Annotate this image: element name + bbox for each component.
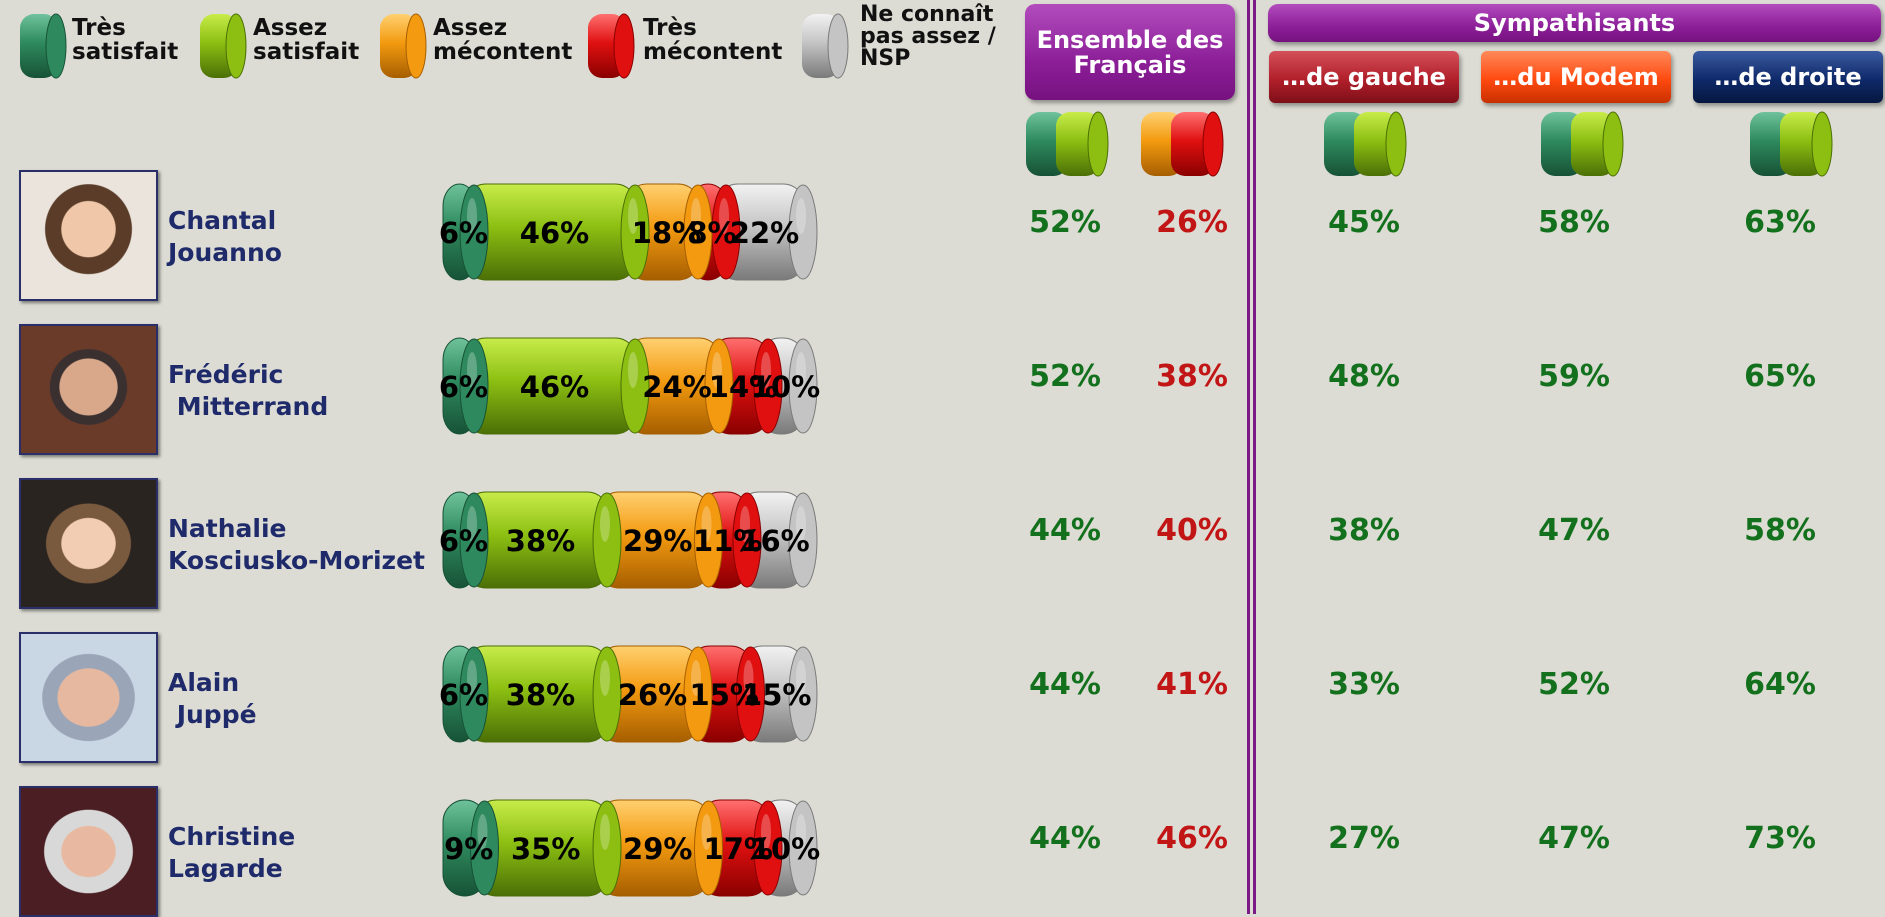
photo-1 xyxy=(19,324,158,455)
divider-left xyxy=(1247,0,1250,914)
person-name: Christine Lagarde xyxy=(168,822,296,883)
photo-2 xyxy=(19,478,158,609)
icon-satisfied-pair-droite xyxy=(1750,111,1833,177)
photo-3 xyxy=(19,632,158,763)
divider-right xyxy=(1253,0,1256,914)
modem-satisfied: 52% xyxy=(1538,667,1610,702)
legend-swatch-nsp xyxy=(802,13,849,79)
bar-label-tres-satisfait: 6% xyxy=(439,370,488,404)
bar-label-assez-satisfait: 35% xyxy=(511,832,580,866)
bar-label-tres-satisfait: 6% xyxy=(439,216,488,250)
bar-label-tres-mecontent: 14% xyxy=(709,370,778,404)
bar-label-nsp: 10% xyxy=(751,832,820,866)
bar-segment-assez-satisfait xyxy=(463,183,650,281)
ensemble-unsatisfied: 38% xyxy=(1156,359,1228,394)
bar-segment-tres-satisfait xyxy=(442,183,489,281)
bar-label-tres-mecontent: 15% xyxy=(690,678,759,712)
legend-label-tres-satisfait: Très satisfait xyxy=(72,15,179,65)
gauche-satisfied: 45% xyxy=(1328,205,1400,240)
ensemble-satisfied: 44% xyxy=(1029,821,1101,856)
ensemble-satisfied: 44% xyxy=(1029,513,1101,548)
legend-swatch-assez-satisfait xyxy=(200,13,247,79)
icon-unsatisfied-pair xyxy=(1141,111,1224,177)
bar-segment-assez-mecontent xyxy=(596,799,723,897)
photo-4 xyxy=(19,786,158,917)
legend-swatch-tres-mecontent xyxy=(588,13,635,79)
modem-satisfied: 47% xyxy=(1538,821,1610,856)
header-ensemble: Ensemble des Français xyxy=(1025,4,1235,100)
person-name: Chantal Jouanno xyxy=(168,206,282,267)
bar-label-assez-satisfait: 46% xyxy=(520,216,589,250)
ensemble-unsatisfied: 41% xyxy=(1156,667,1228,702)
droite-satisfied: 73% xyxy=(1744,821,1816,856)
bar-label-assez-mecontent: 18% xyxy=(632,216,701,250)
ensemble-satisfied: 44% xyxy=(1029,667,1101,702)
legend-swatch-assez-mecontent xyxy=(380,13,427,79)
bar-label-assez-mecontent: 29% xyxy=(623,832,692,866)
bar-label-assez-mecontent: 29% xyxy=(623,524,692,558)
bar-label-assez-satisfait: 38% xyxy=(506,524,575,558)
droite-satisfied: 63% xyxy=(1744,205,1816,240)
legend-label-assez-mecontent: Assez mécontent xyxy=(433,15,573,65)
bar-label-tres-mecontent: 11% xyxy=(693,524,762,558)
bar-segment-tres-satisfait xyxy=(442,799,499,897)
bar-segment-assez-mecontent xyxy=(624,337,734,435)
modem-satisfied: 59% xyxy=(1538,359,1610,394)
bar-segment-assez-satisfait xyxy=(463,337,650,435)
bar-segment-tres-satisfait xyxy=(442,337,489,435)
legend-label-tres-mecontent: Très mécontent xyxy=(643,15,783,65)
bar-label-nsp: 16% xyxy=(740,524,809,558)
bar-segment-tres-satisfait xyxy=(442,491,489,589)
bar-label-assez-mecontent: 26% xyxy=(618,678,687,712)
header-droite: …de droite xyxy=(1693,51,1883,103)
bar-label-tres-satisfait: 9% xyxy=(444,832,493,866)
header-gauche: …de gauche xyxy=(1269,51,1459,103)
modem-satisfied: 58% xyxy=(1538,205,1610,240)
bar-label-tres-satisfait: 6% xyxy=(439,678,488,712)
legend-label-assez-satisfait: Assez satisfait xyxy=(253,15,360,65)
legend-swatch-tres-satisfait xyxy=(20,13,67,79)
bar-label-tres-satisfait: 6% xyxy=(439,524,488,558)
bar-segment-tres-satisfait xyxy=(442,645,489,743)
bar-label-nsp: 22% xyxy=(730,216,799,250)
header-modem: …du Modem xyxy=(1481,51,1671,103)
bar-label-assez-mecontent: 24% xyxy=(642,370,711,404)
bar-segment-assez-satisfait xyxy=(463,491,622,589)
header-sympathisants: Sympathisants xyxy=(1268,4,1881,42)
person-name: Nathalie Kosciusko-Morizet xyxy=(168,514,425,575)
bar-segment-assez-mecontent xyxy=(596,491,723,589)
icon-satisfied-pair xyxy=(1026,111,1109,177)
modem-satisfied: 47% xyxy=(1538,513,1610,548)
droite-satisfied: 64% xyxy=(1744,667,1816,702)
droite-satisfied: 58% xyxy=(1744,513,1816,548)
bar-label-tres-mecontent: 8% xyxy=(687,216,736,250)
bar-label-nsp: 10% xyxy=(751,370,820,404)
droite-satisfied: 65% xyxy=(1744,359,1816,394)
bar-label-assez-satisfait: 46% xyxy=(520,370,589,404)
bar-label-tres-mecontent: 17% xyxy=(704,832,773,866)
bar-label-nsp: 15% xyxy=(742,678,811,712)
gauche-satisfied: 48% xyxy=(1328,359,1400,394)
ensemble-unsatisfied: 46% xyxy=(1156,821,1228,856)
legend-label-nsp: Ne connaît pas assez / NSP xyxy=(860,2,996,71)
person-name: Frédéric Mitterrand xyxy=(168,360,329,421)
bar-label-assez-satisfait: 38% xyxy=(506,678,575,712)
ensemble-satisfied: 52% xyxy=(1029,205,1101,240)
icon-satisfied-pair-modem xyxy=(1541,111,1624,177)
icon-satisfied-pair-gauche xyxy=(1324,111,1407,177)
ensemble-unsatisfied: 40% xyxy=(1156,513,1228,548)
photo-0 xyxy=(19,170,158,301)
ensemble-unsatisfied: 26% xyxy=(1156,205,1228,240)
person-name: Alain Juppé xyxy=(168,668,257,729)
gauche-satisfied: 27% xyxy=(1328,821,1400,856)
gauche-satisfied: 33% xyxy=(1328,667,1400,702)
gauche-satisfied: 38% xyxy=(1328,513,1400,548)
ensemble-satisfied: 52% xyxy=(1029,359,1101,394)
